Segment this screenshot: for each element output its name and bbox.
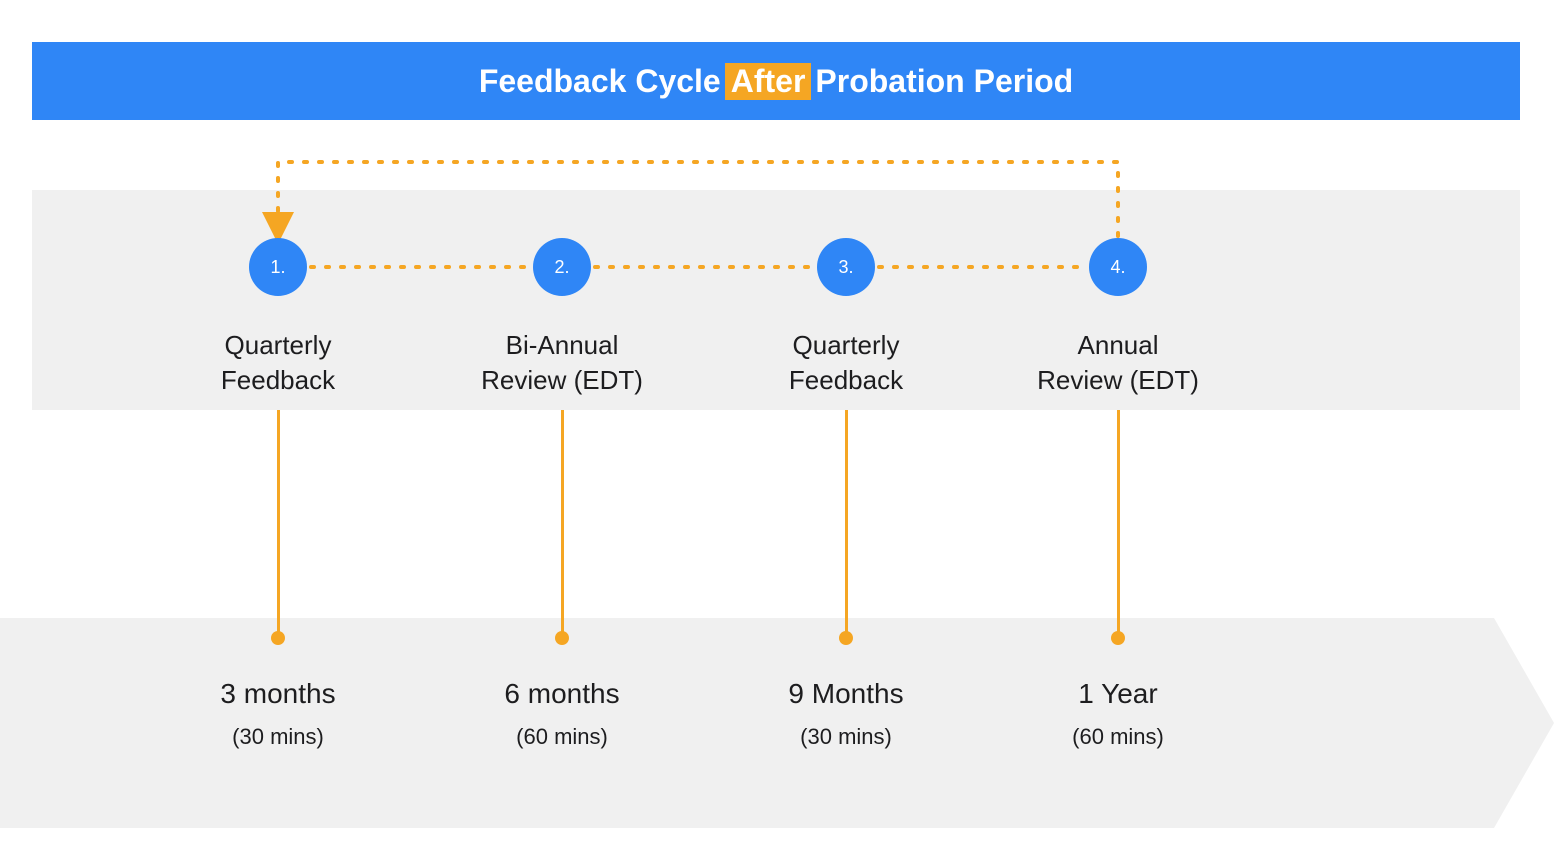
stage-circle-4: 4. xyxy=(1089,238,1147,296)
timeline-connector-3 xyxy=(845,410,848,638)
time-sub: (30 mins) xyxy=(158,724,398,750)
time-label-2: 6 months (60 mins) xyxy=(442,678,682,750)
time-sub: (30 mins) xyxy=(726,724,966,750)
timeline-connector-1 xyxy=(277,410,280,638)
timeline-connector-4 xyxy=(1117,410,1120,638)
title-highlight: After xyxy=(725,63,812,100)
stage-label-line1: Quarterly xyxy=(148,328,408,363)
time-sub: (60 mins) xyxy=(998,724,1238,750)
time-main: 3 months xyxy=(158,678,398,710)
timeline-dot-3 xyxy=(839,631,853,645)
time-label-1: 3 months (30 mins) xyxy=(158,678,398,750)
stage-label-line2: Review (EDT) xyxy=(988,363,1248,398)
stage-label-line2: Feedback xyxy=(148,363,408,398)
stage-label-2: Bi-AnnualReview (EDT) xyxy=(432,328,692,398)
stage-label-line1: Quarterly xyxy=(716,328,976,363)
time-sub: (60 mins) xyxy=(442,724,682,750)
time-main: 6 months xyxy=(442,678,682,710)
timeline-dot-2 xyxy=(555,631,569,645)
stage-label-line2: Feedback xyxy=(716,363,976,398)
stage-circle-3: 3. xyxy=(817,238,875,296)
stage-label-3: QuarterlyFeedback xyxy=(716,328,976,398)
stage-label-line1: Annual xyxy=(988,328,1248,363)
stage-circle-2: 2. xyxy=(533,238,591,296)
time-main: 1 Year xyxy=(998,678,1238,710)
stage-label-4: AnnualReview (EDT) xyxy=(988,328,1248,398)
stage-label-line2: Review (EDT) xyxy=(432,363,692,398)
title-suffix: Probation Period xyxy=(815,63,1073,100)
timeline-dot-1 xyxy=(271,631,285,645)
time-label-4: 1 Year (60 mins) xyxy=(998,678,1238,750)
stage-label-1: QuarterlyFeedback xyxy=(148,328,408,398)
stage-label-line1: Bi-Annual xyxy=(432,328,692,363)
title-prefix: Feedback Cycle xyxy=(479,63,721,100)
time-main: 9 Months xyxy=(726,678,966,710)
title-bar: Feedback Cycle After Probation Period xyxy=(32,42,1520,120)
timeline-dot-4 xyxy=(1111,631,1125,645)
stage-circle-1: 1. xyxy=(249,238,307,296)
time-label-3: 9 Months (30 mins) xyxy=(726,678,966,750)
timeline-connector-2 xyxy=(561,410,564,638)
